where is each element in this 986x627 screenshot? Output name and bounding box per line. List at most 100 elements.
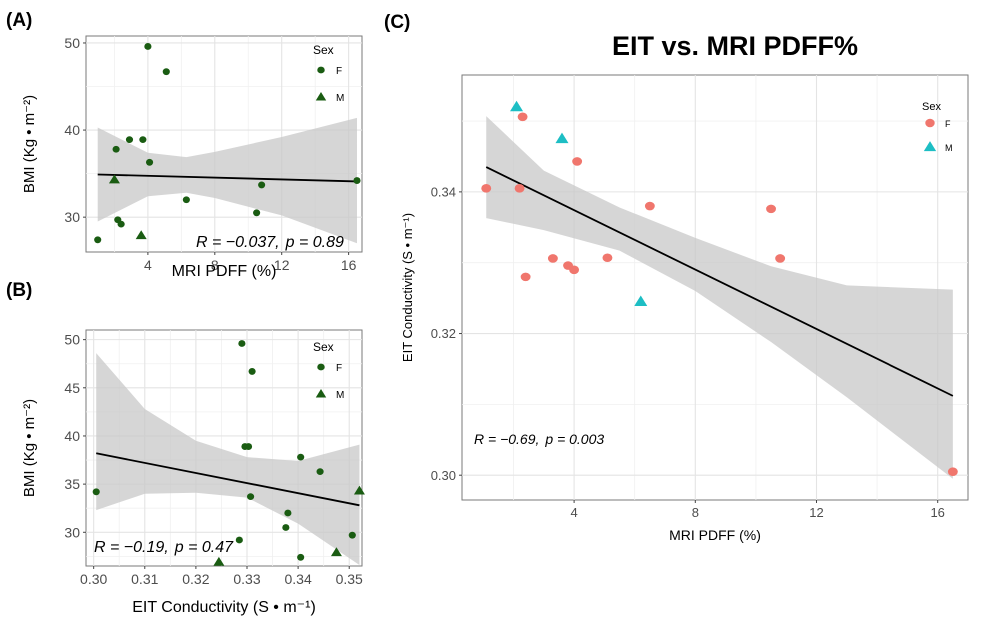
tick-labels: 4 8 12 16 0.30 0.32 0.34 [431,185,945,520]
data-point [139,136,147,144]
y-tick-label: 40 [64,428,80,444]
r-value: R = −0.19, [94,539,169,556]
legend-title: Sex [313,43,334,57]
y-tick-label: 0.32 [431,326,456,341]
data-point [547,254,558,263]
data-point [569,265,580,275]
data-point [330,547,342,557]
data-point [348,531,356,539]
y-tick-label: 50 [64,332,80,348]
y-tick-label: 50 [64,35,80,51]
data-point [947,467,958,476]
legend-entry-f: F [336,363,342,374]
data-point [213,556,225,566]
data-point [634,295,648,306]
data-point [353,485,365,495]
data-point [162,68,170,76]
data-point [282,524,290,531]
x-tick-label: 0.31 [131,571,158,587]
y-axis-label: BMI (Kg • m⁻²) [21,399,38,497]
data-point [297,453,305,461]
stat-annotation: R = −0.19, p = 0.47 [94,539,234,556]
data-point [284,509,292,517]
x-axis-label: MRI PDFF (%) [172,263,277,280]
data-point [144,43,152,50]
data-point [112,145,120,153]
r-value: R = −0.037, [196,234,280,251]
y-axis-label: BMI (Kg • m⁻²) [21,95,38,193]
chart-title: EIT vs. MRI PDFF% [612,31,858,61]
chart-a: 4 8 12 16 30 40 50 MRI PDFF (%) BMI (Kg • m⁻²) Se… [21,35,363,280]
stat-annotation: R = −0.69, p = 0.003 [474,431,604,447]
legend: Sex F M [922,101,953,153]
x-tick-label: 12 [274,257,290,273]
data-point [316,468,324,475]
data-point [108,174,120,184]
legend-key-f [925,118,935,128]
panel-label-c: (C) [384,12,410,33]
data-point [517,112,528,122]
chart-b: 0.30 0.31 0.32 0.33 0.34 0.35 30 35 40 45 50 EIT Co… [21,329,365,616]
panel-label-b: (B) [6,280,32,301]
legend-entry-f: F [945,119,951,129]
data-point [92,488,100,496]
y-tick-label: 0.34 [431,185,456,200]
tick-labels: 0.30 0.31 0.32 0.33 0.34 0.35 30 35 40 45 50 [64,332,363,587]
regression-line [485,166,954,397]
data-point [775,254,786,263]
x-axis-label: MRI PDFF (%) [669,527,761,543]
data-point [510,100,524,112]
y-tick-label: 30 [64,209,80,225]
confidence-band [97,117,357,244]
y-tick-label: 35 [64,476,80,492]
data-point [644,201,655,211]
legend-entry-m: M [336,93,344,104]
y-axis-label: EIT Conductivity (S • m⁻¹) [400,213,415,362]
data-point [247,493,255,501]
data-point [520,272,531,282]
data-point [481,184,492,193]
legend-key-f [317,363,325,371]
data-point [125,136,134,144]
data-point [135,230,147,240]
data-point [766,204,776,214]
tick-labels: 4 8 12 16 30 40 50 [64,35,356,273]
data-point [353,177,361,184]
regression-line [96,452,360,507]
x-tick-label: 0.34 [284,571,311,587]
legend-key-m [315,389,327,398]
data-point [238,340,246,347]
data-point [258,181,266,189]
x-tick-label: 4 [570,505,577,520]
legend-key-m [315,92,327,101]
data-point [182,196,190,204]
data-point [248,368,256,375]
x-tick-label: 0.35 [336,571,363,587]
series-f [481,112,958,476]
legend-entry-f: F [336,66,342,77]
regression-line [97,173,358,183]
p-value: p = 0.47 [174,539,234,556]
series-m [213,485,365,566]
panel-label-a: (A) [6,10,32,31]
y-tick-label: 0.30 [431,468,456,483]
x-tick-label: 16 [930,505,944,520]
series-m [510,100,648,306]
r-value: R = −0.69, [474,431,539,447]
legend-entry-m: M [945,143,953,153]
y-tick-label: 45 [64,380,80,396]
p-value: p = 0.003 [544,431,604,447]
legend-title: Sex [922,101,941,113]
series-m [108,174,147,240]
legend-title: Sex [313,340,334,354]
x-tick-label: 8 [211,257,219,273]
confidence-band [96,353,360,566]
data-point [145,158,154,166]
legend-entry-m: M [336,390,344,401]
data-point [244,443,253,450]
confidence-band [486,116,953,479]
data-point [555,132,569,144]
